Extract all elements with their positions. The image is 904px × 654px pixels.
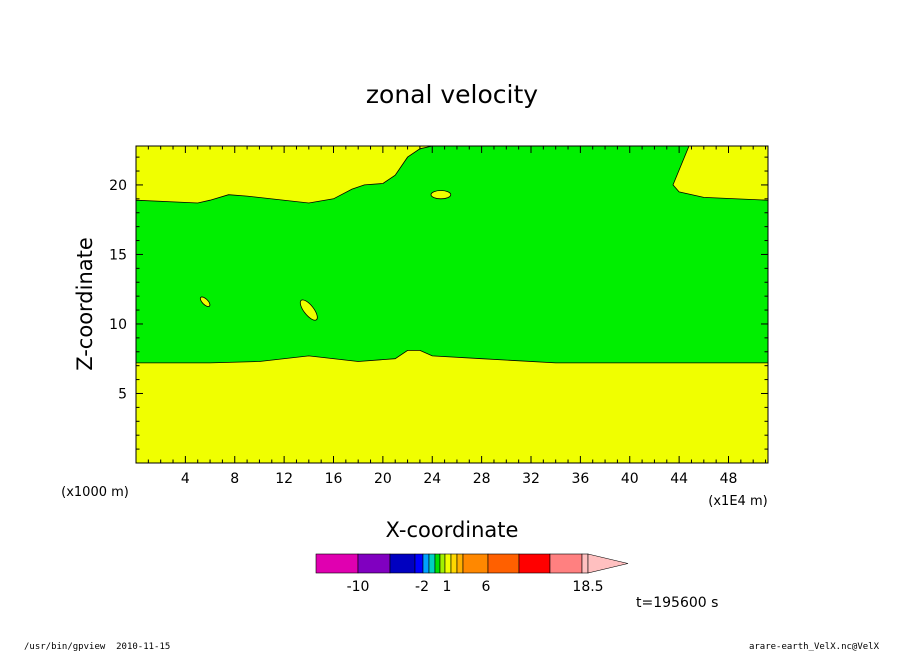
y-axis-ticks: 5 10 15 20 [109, 156, 768, 450]
colorbar-extend-arrow [587, 553, 629, 574]
colorbar-tick-label: 18.5 [572, 579, 603, 595]
colorbar-segment [414, 553, 424, 574]
x-tick-label: 32 [522, 471, 540, 487]
footer-left-text: /usr/bin/gpview 2010-11-15 [24, 642, 171, 652]
x-tick-label: 36 [571, 471, 589, 487]
x-axis-title: X-coordinate [386, 518, 519, 542]
y-tick-label: 15 [109, 247, 127, 263]
x-tick-label: 48 [720, 471, 738, 487]
x-tick-label: 40 [621, 471, 639, 487]
x-tick-label: 8 [230, 471, 239, 487]
x-tick-label: 12 [275, 471, 293, 487]
colorbar-segment [462, 553, 489, 574]
colorbar-segment [357, 553, 391, 574]
x-unit-left-label: (x1000 m) [61, 485, 129, 500]
footer-right-text: arare-earth_VelX.nc@VelX [748, 642, 879, 652]
x-unit-right-label: (x1E4 m) [708, 494, 767, 509]
colorbar-segment [518, 553, 551, 574]
plot-frame [135, 145, 769, 464]
yellow-blob-upper [430, 190, 452, 200]
colorbar-segment [315, 553, 359, 574]
colorbar-segment [487, 553, 520, 574]
x-axis-ticks: 4 8 12 16 20 24 28 32 36 40 44 48 [147, 146, 767, 487]
colorbar-segment [456, 553, 464, 574]
colorbar-segment [444, 553, 452, 574]
colorbar-tick-label: -2 [415, 579, 429, 595]
colorbar-tick-label: 1 [443, 579, 452, 595]
colorbar-segment [581, 553, 589, 574]
colorbar-segment [389, 553, 416, 574]
small-contours [199, 190, 452, 321]
colorbar-tick-label: -10 [347, 579, 370, 595]
colorbar-tick-label: 6 [482, 579, 491, 595]
yellow-blob-left [199, 296, 211, 307]
y-tick-label: 5 [118, 386, 127, 402]
chart-title: zonal velocity [366, 80, 538, 109]
colorbar-segment [450, 553, 458, 574]
colorbar: -10 -2 1 6 18.5 [315, 553, 629, 595]
x-tick-label: 44 [670, 471, 688, 487]
x-tick-label: 24 [423, 471, 441, 487]
y-axis-title: Z-coordinate [73, 237, 97, 371]
colorbar-segment [549, 553, 583, 574]
y-tick-label: 10 [109, 317, 127, 333]
colorbar-segment [428, 553, 436, 574]
yellow-blob-mid [299, 299, 318, 321]
x-tick-label: 20 [374, 471, 392, 487]
colorbar-segment [439, 553, 446, 574]
x-tick-label: 28 [473, 471, 491, 487]
colorbar-segment [422, 553, 430, 574]
y-tick-label: 20 [109, 178, 127, 194]
colorbar-segment [434, 553, 441, 574]
time-label: t=195600 s [636, 595, 718, 611]
x-tick-label: 4 [181, 471, 190, 487]
x-tick-label: 16 [325, 471, 343, 487]
